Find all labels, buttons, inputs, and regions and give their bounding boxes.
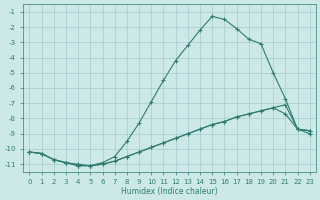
X-axis label: Humidex (Indice chaleur): Humidex (Indice chaleur) (121, 187, 218, 196)
